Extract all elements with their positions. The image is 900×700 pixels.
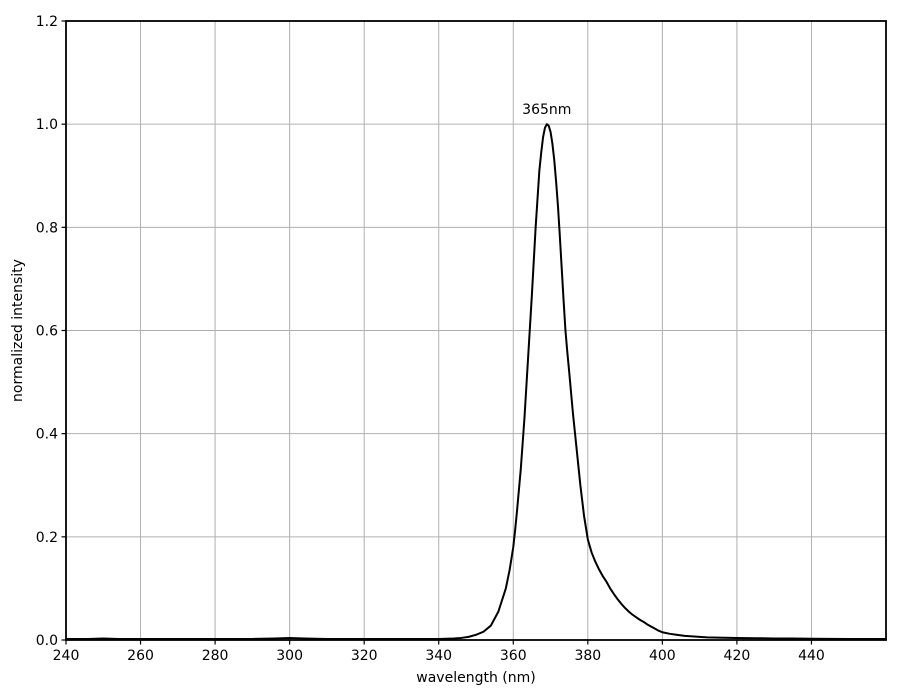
x-tick-label: 440 [798,648,825,664]
x-tick-label: 360 [500,648,527,664]
x-tick-label: 240 [53,648,80,664]
x-tick-label: 400 [649,648,676,664]
axes-frame [65,20,887,641]
x-tick-label: 340 [425,648,452,664]
peak-annotation: 365nm [522,102,571,118]
x-tick-label: 260 [127,648,154,664]
y-tick-label: 0.2 [36,530,58,546]
y-tick-label: 0.6 [36,324,58,340]
x-tick-label: 380 [574,648,601,664]
y-tick-label: 1.0 [36,117,58,133]
y-axis-label: normalized intensity [10,259,26,402]
y-tick-label: 1.2 [36,14,58,30]
y-tick-label: 0.8 [36,220,58,236]
curve-layer [65,123,887,640]
tick-layer: 240 260 280 300 320 340 360 380 400 420 440 0.0 0.2 0… [36,14,825,664]
grid-layer [66,20,886,640]
x-tick-label: 420 [724,648,751,664]
x-tick-label: 320 [351,648,378,664]
x-tick-label: 280 [202,648,229,664]
x-tick-label: 300 [276,648,303,664]
y-tick-label: 0.4 [36,427,58,443]
spectrum-curve [65,123,887,640]
x-axis-label: wavelength (nm) [416,670,535,686]
y-tick-label: 0.0 [36,633,58,649]
